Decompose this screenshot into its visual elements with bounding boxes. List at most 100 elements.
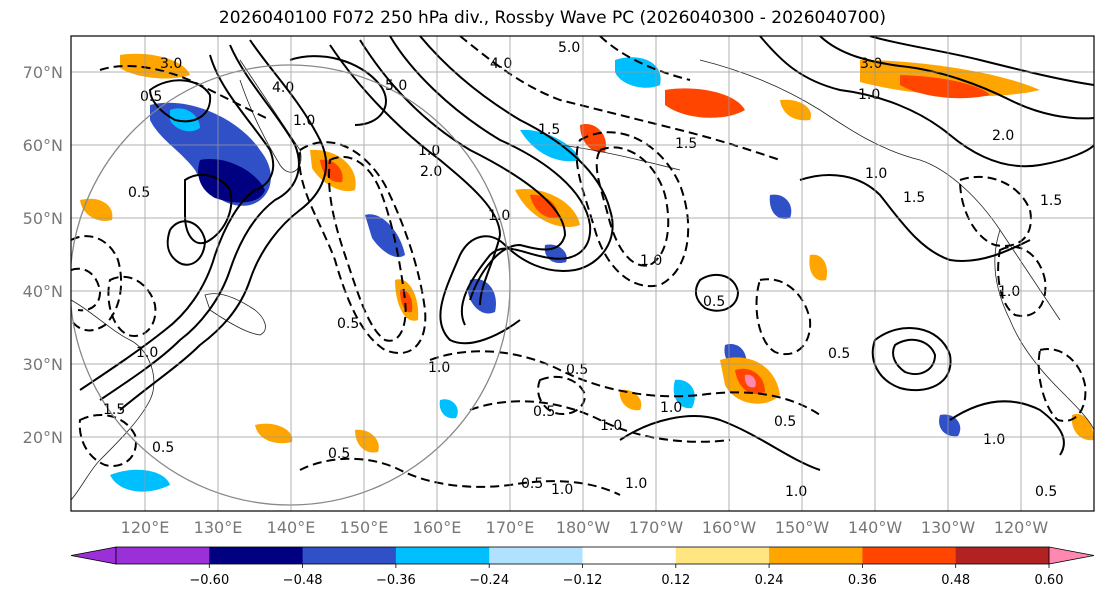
longitude-label: 170°W: [629, 518, 684, 537]
contour-label: 1.5: [1040, 193, 1062, 209]
div-positive-patch: [255, 423, 293, 444]
contour-label: 1.0: [428, 360, 450, 376]
colorbar-tick-label: 0.60: [1035, 573, 1064, 588]
colorbar-tick-label: −0.48: [283, 573, 323, 588]
coastline-aleutians: [559, 144, 681, 171]
coastline-kamchatka: [239, 59, 302, 173]
contour-dashed-line: [958, 175, 1032, 247]
contour-dashed-line: [107, 275, 157, 337]
contour-label: 1.0: [600, 418, 622, 434]
longitude-label: 140°E: [267, 518, 316, 537]
contour-label: 2.0: [420, 164, 442, 180]
contour-dashed-line: [599, 36, 691, 81]
contour-label: 3.0: [160, 56, 182, 72]
colorbar-extend-max: [1048, 546, 1095, 565]
contour-solid-layer: [79, 36, 1094, 471]
colorbar-tick-label: −0.24: [469, 573, 509, 588]
colorbar-tick-label: −0.12: [563, 573, 603, 588]
latitude-labels: 70°N 60°N 50°N 40°N 30°N 20°N: [23, 63, 63, 447]
contour-solid-line: [619, 415, 821, 471]
contour-solid-line: [949, 400, 1065, 456]
div-negative-patch: [769, 194, 792, 219]
colorbar-tick-label: −0.36: [376, 573, 416, 588]
longitude-label: 130°E: [194, 518, 243, 537]
contour-label: 1.0: [865, 166, 887, 182]
contour-solid-line: [166, 220, 207, 266]
contour-label: 0.5: [1035, 484, 1057, 500]
contour-label: 1.0: [998, 284, 1020, 300]
colorbar-tick-label: −0.60: [189, 573, 229, 588]
contour-dashed-line: [78, 414, 137, 467]
contour-label: 1.0: [625, 476, 647, 492]
div-positive-patch: [619, 389, 642, 411]
contour-dashed-line: [537, 375, 587, 415]
colorbar-segment: [209, 547, 304, 564]
contour-label: 1.0: [858, 87, 880, 103]
colorbar-segment: [489, 547, 583, 564]
latitude-label: 30°N: [23, 355, 63, 374]
contour-label: 5.0: [558, 40, 580, 56]
colorbar-segment: [395, 547, 490, 564]
contour-label: 1.0: [551, 482, 573, 498]
contour-label: 4.0: [490, 56, 512, 72]
colorbar-tick-label: 0.36: [848, 573, 877, 588]
contour-solid-line: [871, 327, 952, 392]
coastline-japan: [204, 293, 266, 336]
div-negative-patch: [520, 129, 580, 162]
contour-solid-line: [819, 36, 1094, 120]
latitude-label: 70°N: [23, 63, 63, 82]
contour-solid-line: [799, 174, 1031, 262]
colorbar-segment: [582, 547, 677, 564]
colorbar: −0.60 −0.48 −0.36 −0.24 −0.12 0.12 0.24 0.36 0.4…: [70, 546, 1095, 588]
longitude-label: 180°W: [556, 518, 611, 537]
contour-solid-line: [99, 44, 300, 401]
colorbar-segment: [769, 547, 863, 564]
colorbar-segment: [955, 547, 1050, 564]
div-positive-patch: [80, 198, 113, 221]
div-negative-patch: [439, 399, 458, 419]
contour-dashed-line: [71, 235, 123, 332]
div-negative-patch: [673, 379, 695, 409]
contour-dashed-line: [595, 146, 670, 267]
contour-dashed-line: [429, 350, 821, 416]
contour-label-layer: 3.0 0.5 4.0 5.0 1.0 3.0 1.0 2.0 1.0 1.5 …: [103, 40, 1062, 500]
divergence-fill-layer: [80, 53, 1094, 492]
div-positive-patch: [530, 194, 559, 219]
div-positive-patch: [900, 75, 990, 99]
longitude-label: 120°E: [121, 518, 170, 537]
longitude-label: 170°E: [486, 518, 535, 537]
coastline-asia: [71, 299, 155, 501]
contour-dashed-line: [997, 245, 1047, 317]
div-positive-patch: [809, 254, 828, 281]
contour-solid-line: [869, 36, 1094, 86]
contour-dashed-line: [1037, 348, 1087, 422]
colorbar-segment: [116, 547, 210, 564]
contour-label: 4.0: [272, 80, 294, 96]
contour-solid-line: [892, 338, 937, 375]
latitude-label: 60°N: [23, 136, 63, 155]
longitude-label: 130°W: [921, 518, 976, 537]
contour-solid-line: [79, 54, 275, 391]
contour-label: 1.0: [660, 400, 682, 416]
contour-label: 1.0: [293, 113, 315, 129]
graticule-grid: [71, 36, 1094, 511]
longitude-label: 160°E: [413, 518, 462, 537]
contour-label: 0.5: [328, 446, 350, 462]
contour-solid-line: [119, 39, 328, 411]
longitude-labels: 120°E 130°E 140°E 150°E 160°E 170°E 180°W 170°W…: [121, 518, 1049, 537]
contour-solid-line: [329, 44, 502, 306]
longitude-label: 160°W: [702, 518, 757, 537]
contour-label: 0.5: [337, 316, 359, 332]
map-title: 2026040100 F072 250 hPa div., Rossby Wav…: [218, 8, 887, 28]
longitude-label: 150°E: [340, 518, 389, 537]
latitude-label: 50°N: [23, 209, 63, 228]
colorbar-tick-label: 0.12: [661, 573, 690, 588]
contour-solid-line: [389, 36, 592, 326]
contour-solid-line: [694, 273, 740, 312]
contour-solid-line: [184, 173, 233, 245]
contour-dashed-line: [299, 457, 621, 496]
coastline-alaska: [699, 59, 1061, 321]
div-negative-patch: [170, 108, 200, 132]
contour-label: 0.5: [828, 346, 850, 362]
